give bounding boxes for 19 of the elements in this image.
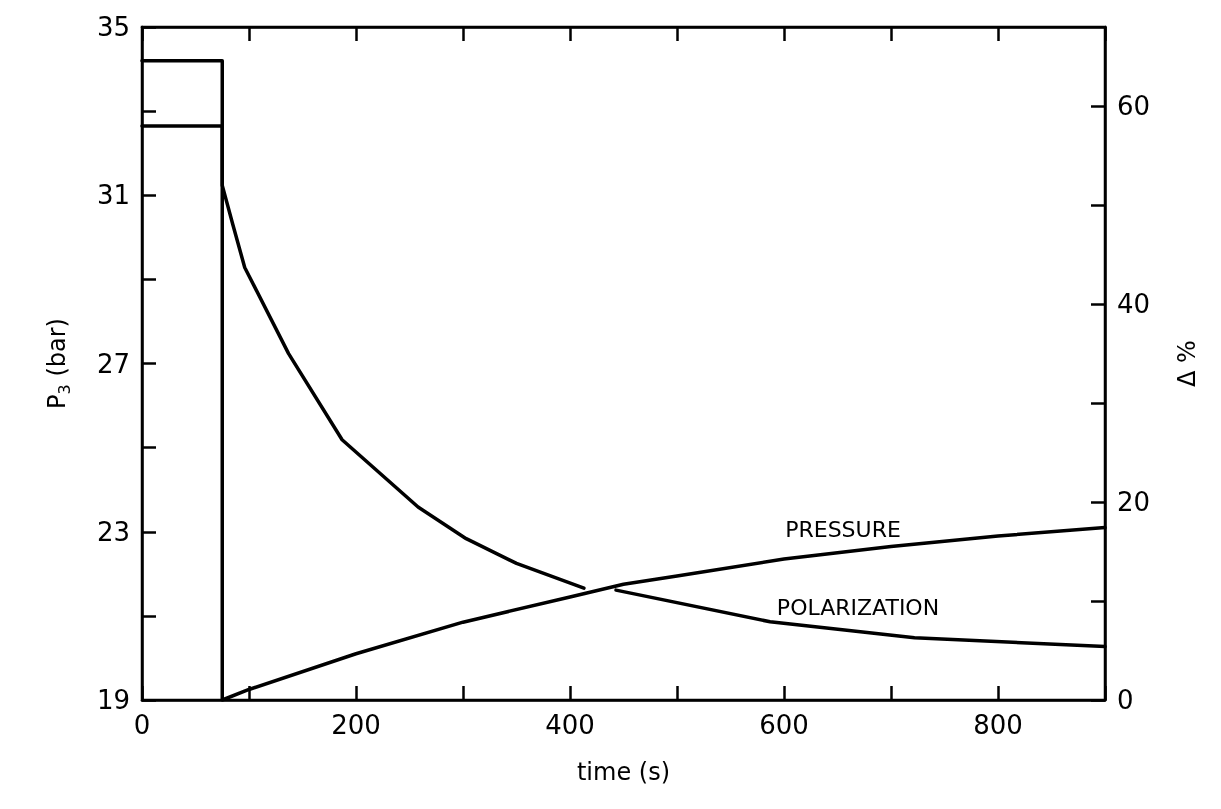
y-tick-label: 27 [96, 348, 130, 379]
x-tick-label: 400 [545, 710, 595, 740]
x-tick-label: 800 [973, 710, 1023, 740]
y2-tick-label: 20 [1117, 487, 1151, 518]
annotation: PRESSURE [785, 516, 901, 542]
y-tick-label: 31 [96, 180, 130, 211]
y2-tick-label: 0 [1117, 685, 1134, 715]
y-tick-label: 35 [96, 12, 130, 42]
x-tick-label: 600 [759, 710, 809, 740]
y-axis-title: P3 (bar) [43, 318, 74, 409]
annotation: POLARIZATION [776, 594, 940, 620]
x-tick-label: 0 [133, 710, 151, 740]
x-tick-label: 200 [331, 710, 381, 740]
y2-axis-title: Δ % [1173, 340, 1201, 387]
y2-tick-label: 60 [1117, 91, 1151, 122]
y-tick-label: 23 [96, 516, 130, 547]
y2-tick-label: 40 [1117, 289, 1151, 320]
x-axis-title: time (s) [576, 758, 671, 786]
y-tick-label: 19 [96, 685, 130, 715]
